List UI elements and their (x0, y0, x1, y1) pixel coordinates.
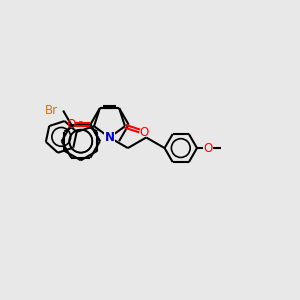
Text: N: N (104, 131, 115, 144)
Text: O: O (66, 118, 75, 131)
Text: O: O (203, 142, 213, 154)
Text: Br: Br (45, 104, 58, 117)
Text: O: O (139, 126, 148, 139)
